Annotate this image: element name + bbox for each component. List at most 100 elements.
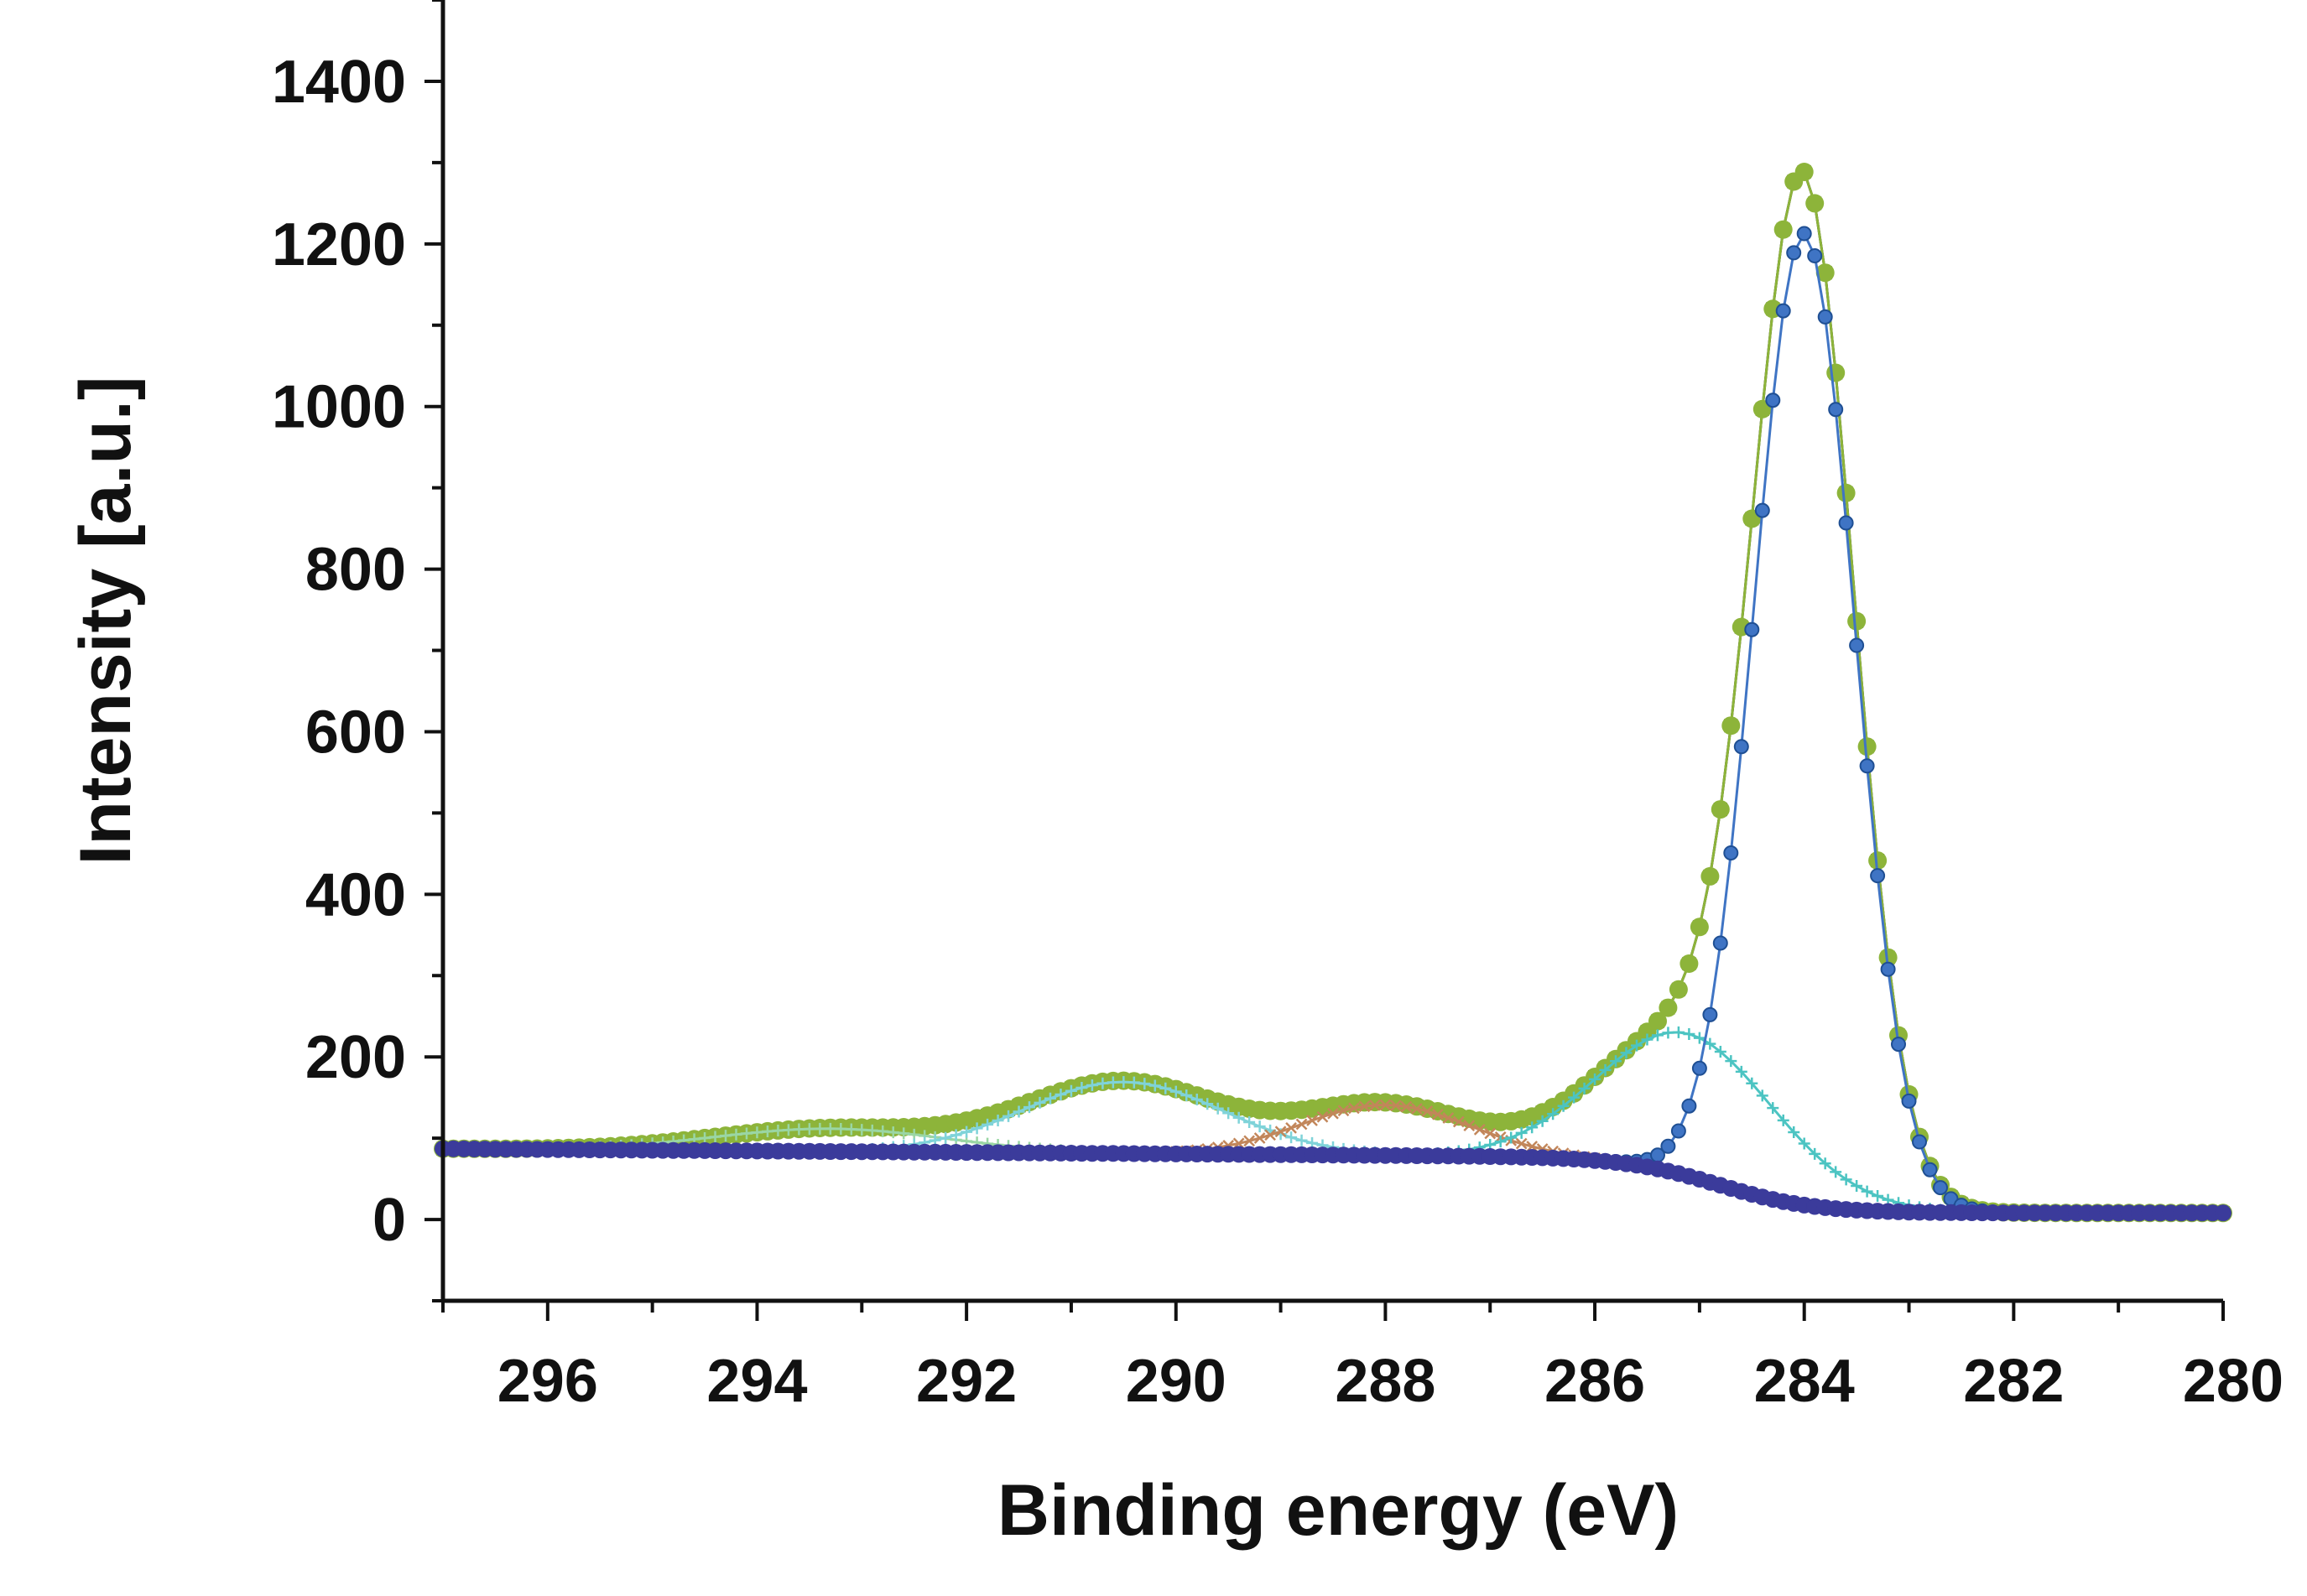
x-tick-label: 294	[706, 1348, 807, 1415]
data-point	[1117, 1076, 1130, 1089]
data-point	[1274, 1126, 1287, 1138]
data-point	[1630, 1039, 1643, 1052]
data-point	[1659, 998, 1678, 1017]
data-point	[1669, 980, 1688, 999]
data-point	[1641, 1033, 1653, 1046]
data-point	[1316, 1110, 1329, 1123]
data-point	[1796, 226, 1812, 242]
data-point	[1700, 866, 1720, 886]
data-point	[814, 1122, 826, 1135]
plot-series	[434, 163, 2232, 1223]
data-point	[1794, 163, 1814, 181]
x-tick-label: 284	[1754, 1348, 1855, 1415]
data-point	[1838, 515, 1854, 531]
data-point	[1878, 948, 1898, 967]
data-point	[1243, 1135, 1256, 1147]
data-point	[1358, 1100, 1371, 1113]
data-point	[940, 1131, 952, 1144]
data-point	[1870, 868, 1886, 884]
data-point	[1830, 1166, 1842, 1178]
data-point	[1681, 1098, 1697, 1114]
data-point	[1807, 248, 1823, 263]
data-point	[1253, 1120, 1266, 1133]
data-point	[1756, 1089, 1768, 1102]
x-tick-label: 296	[497, 1348, 598, 1415]
data-point	[1034, 1096, 1046, 1109]
data-point	[982, 1118, 994, 1131]
data-point	[772, 1125, 784, 1137]
y-tick-label: 800	[305, 537, 406, 604]
data-point	[1828, 402, 1844, 418]
series-background	[435, 1140, 2231, 1222]
data-point	[1725, 1055, 1737, 1068]
data-point	[751, 1126, 763, 1139]
data-point	[1777, 1114, 1789, 1126]
data-point	[1169, 1085, 1182, 1098]
data-point	[1243, 1116, 1256, 1129]
data-point	[971, 1122, 983, 1135]
series-line-measured	[443, 169, 2223, 1214]
data-point	[1922, 1162, 1938, 1178]
data-point	[1690, 918, 1709, 937]
data-point	[1086, 1079, 1098, 1091]
data-point	[1901, 1093, 1917, 1109]
series-envelope	[434, 163, 2232, 1223]
data-point	[1599, 1063, 1612, 1076]
data-point	[1859, 758, 1875, 774]
data-point	[1880, 961, 1896, 977]
data-point	[1933, 1180, 1948, 1196]
data-point	[950, 1129, 962, 1141]
data-point	[1620, 1047, 1633, 1059]
data-point	[1180, 1089, 1193, 1102]
data-point	[1798, 1137, 1810, 1150]
y-tick-label: 1200	[272, 211, 406, 278]
data-point	[1735, 1065, 1747, 1078]
data-point	[1253, 1132, 1266, 1144]
data-point	[1704, 1037, 1716, 1050]
data-point	[1148, 1079, 1161, 1092]
data-point	[1452, 1115, 1465, 1128]
data-point	[699, 1131, 711, 1144]
data-point	[1232, 1111, 1245, 1124]
data-point	[1473, 1123, 1486, 1136]
data-point	[1683, 1027, 1695, 1040]
data-point	[1285, 1122, 1297, 1134]
data-point	[1851, 1180, 1863, 1193]
data-point	[1127, 1076, 1140, 1089]
x-tick-label: 280	[2183, 1348, 2284, 1415]
axes	[424, 0, 2225, 1321]
data-point	[1809, 1147, 1821, 1160]
data-point	[1536, 1115, 1549, 1127]
data-point	[1348, 1102, 1360, 1115]
x-tick-label: 290	[1126, 1348, 1226, 1415]
data-point	[740, 1127, 753, 1140]
data-point	[1306, 1115, 1318, 1126]
data-point	[1211, 1102, 1224, 1115]
data-point	[1847, 611, 1867, 631]
data-point	[1442, 1112, 1455, 1124]
data-point	[1547, 1108, 1560, 1120]
data-point	[1746, 1077, 1758, 1089]
data-point	[1484, 1127, 1497, 1140]
data-point	[1817, 309, 1833, 325]
x-tick-label: 282	[1963, 1348, 2064, 1415]
data-point	[1872, 1190, 1884, 1203]
data-point	[1819, 1157, 1831, 1170]
data-point	[1589, 1073, 1601, 1085]
data-point	[1055, 1089, 1067, 1101]
series-measured	[436, 165, 2230, 1220]
data-point	[1138, 1078, 1151, 1090]
data-point	[1723, 845, 1739, 860]
data-point	[1379, 1099, 1392, 1111]
data-point	[1691, 1060, 1707, 1076]
data-point	[1075, 1082, 1088, 1094]
data-point	[1578, 1082, 1591, 1094]
data-point	[1679, 954, 1699, 973]
data-point	[1013, 1105, 1025, 1118]
data-point	[1868, 851, 1888, 871]
series-line-peak_284	[442, 231, 2223, 1214]
data-point	[720, 1130, 732, 1142]
data-point	[1002, 1110, 1015, 1122]
x-tick-label: 292	[916, 1348, 1017, 1415]
data-point	[730, 1128, 742, 1141]
